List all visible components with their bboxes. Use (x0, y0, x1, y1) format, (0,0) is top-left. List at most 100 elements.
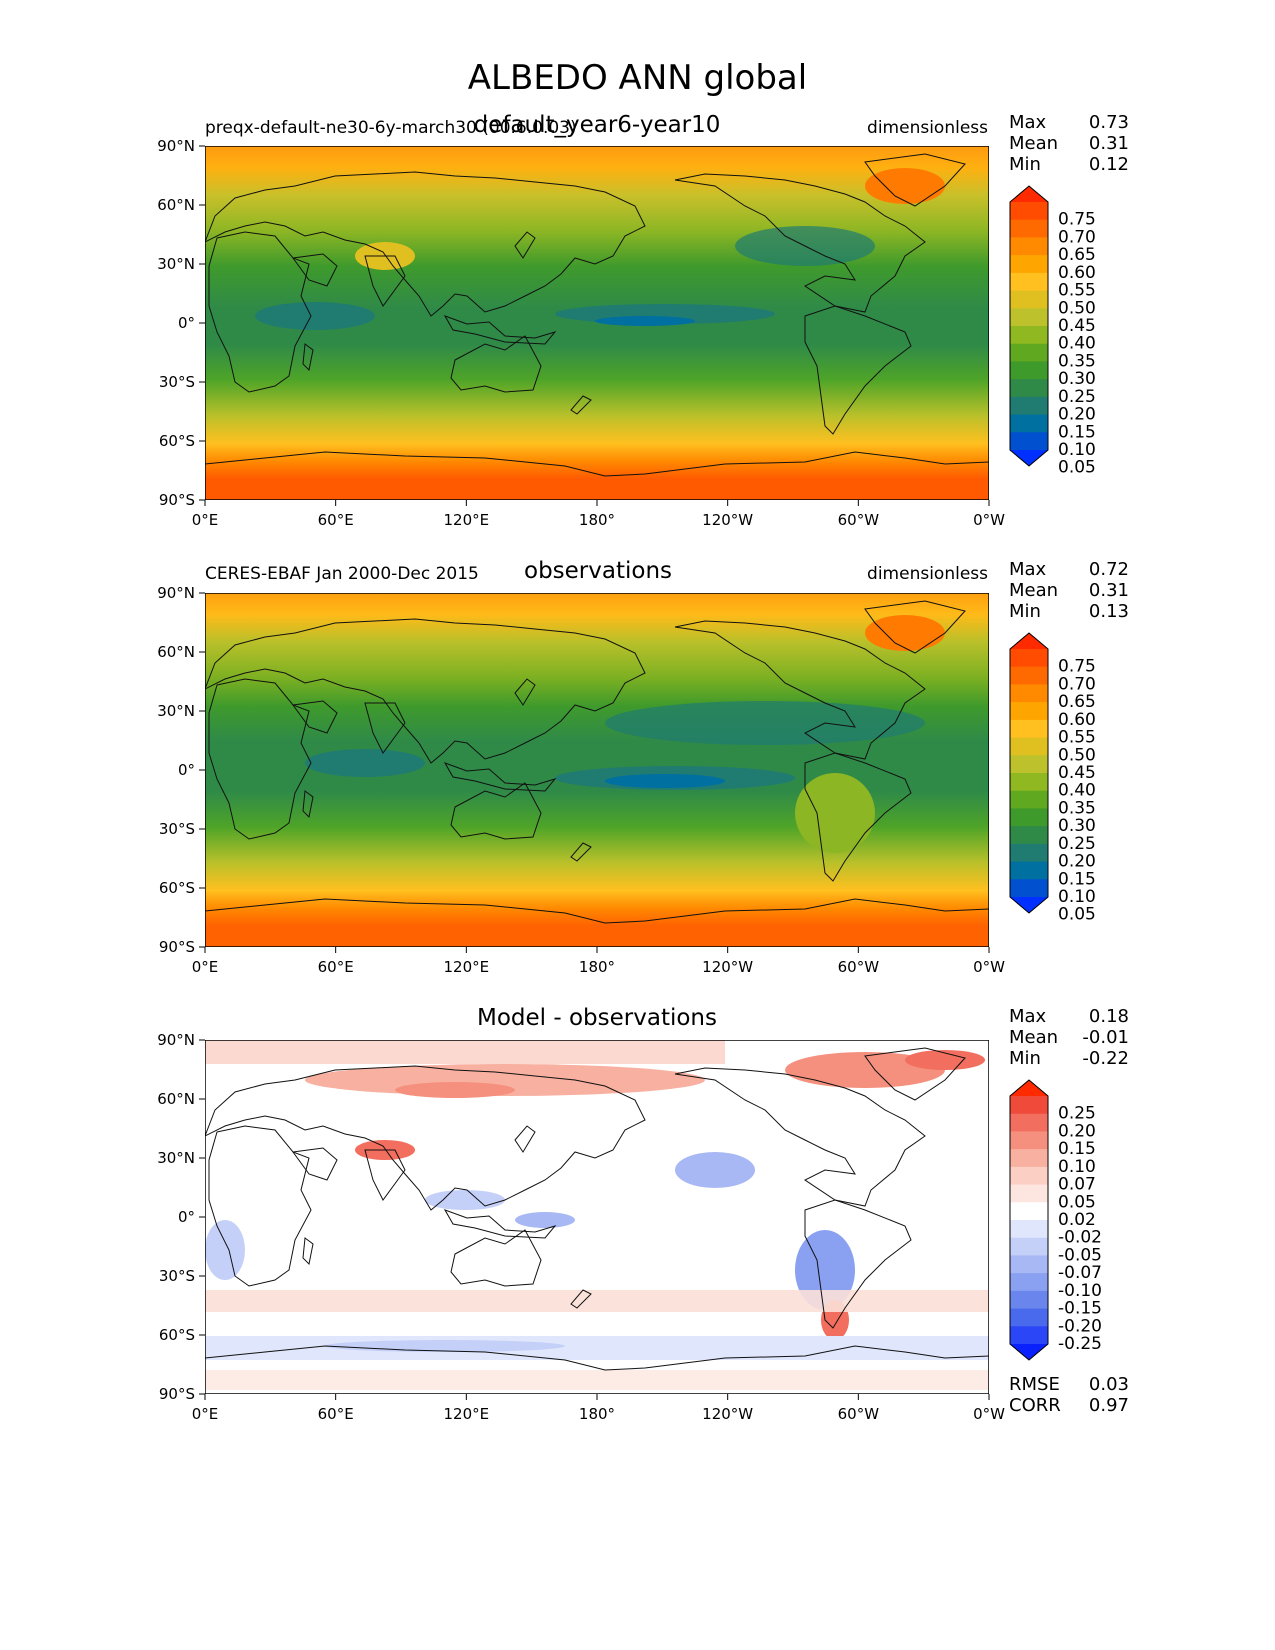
lon-tick-label: 0°W (973, 1405, 1005, 1423)
lon-tick-label: 120°W (702, 511, 753, 529)
colorbar-tick-label: -0.07 (1058, 1263, 1102, 1283)
lat-tick-label: 30°N (157, 702, 195, 720)
colorbar-tick-label: 0.20 (1058, 1121, 1096, 1141)
colorbar-band (1010, 1237, 1048, 1256)
panel-2-title: observations (524, 558, 673, 584)
stat-value: -0.01 (1082, 1027, 1129, 1048)
lon-tick-label: 60°E (318, 958, 354, 976)
stat-label: Max (1009, 112, 1047, 133)
colorbar-tick-label: 0.05 (1058, 905, 1096, 925)
colorbar-panel-3: 0.250.200.150.100.070.050.02-0.02-0.05-0… (1009, 1079, 1102, 1361)
colorbar-tick-label: -0.02 (1058, 1228, 1102, 1248)
lon-tick-label: 120°E (444, 511, 490, 529)
lat-tick-label: 60°S (159, 432, 195, 450)
lon-tick-label: 0°E (192, 1405, 219, 1423)
colorbar-tick-label: 0.45 (1058, 316, 1096, 336)
colorbar-band (1010, 432, 1048, 451)
lat-tick-label: 0° (178, 1208, 195, 1226)
colorbar-band (1010, 326, 1048, 345)
colorbar-tick-label: 0.35 (1058, 798, 1096, 818)
colorbar-panel-1: 0.750.700.650.600.550.500.450.400.350.30… (1009, 185, 1096, 478)
panel-1-title: default_year6-year10 (473, 112, 721, 138)
stat-label: Min (1009, 601, 1041, 622)
lat-tick-label: 60°N (157, 643, 195, 661)
lon-tick-label: 60°E (318, 511, 354, 529)
colorbar-tick-label: 0.60 (1058, 710, 1096, 730)
lon-tick-label: 120°E (444, 958, 490, 976)
colorbar-band (1010, 343, 1048, 362)
colorbar-band (1010, 666, 1048, 685)
lat-tick-label: 60°N (157, 196, 195, 214)
panel-1-left-label: preqx-default-ne30-6y-march30 (00.6.0.03… (205, 118, 577, 138)
corr-value: 0.97 (1088, 1395, 1129, 1416)
lat-tick-label: 90°N (157, 1031, 195, 1049)
stat-label: Mean (1009, 133, 1059, 154)
stat-label: Mean (1009, 1027, 1059, 1048)
lat-tick-label: 60°S (159, 1326, 195, 1344)
lat-tick-label: 30°S (159, 1267, 195, 1285)
panel-1-map (205, 146, 989, 500)
colorbar-tick-label: -0.10 (1058, 1281, 1102, 1301)
stat-label: Mean (1009, 580, 1059, 601)
stat-value: 0.73 (1088, 112, 1129, 133)
lon-tick-label: 0°W (973, 958, 1005, 976)
stat-value: 0.18 (1088, 1006, 1129, 1027)
stat-value: 0.12 (1088, 154, 1129, 175)
lon-tick-label: 0°E (192, 511, 219, 529)
colorbar-band (1010, 790, 1048, 809)
axes-layer: 90°N 60°N 30°N 0° 30°S 60°S 90°S 0°E 60°E 120°E 18… (157, 137, 1005, 1423)
colorbar-band (1010, 1273, 1048, 1292)
colorbar-extend-min (1010, 1344, 1048, 1360)
colorbar-panel-2: 0.750.700.650.600.550.500.450.400.350.30… (1009, 632, 1096, 925)
colorbar-extend-min (1010, 450, 1048, 466)
colorbar-tick-label: 0.20 (1058, 405, 1096, 425)
colorbar-band (1010, 879, 1048, 898)
colorbar-tick-label: 0.10 (1058, 440, 1096, 460)
colorbar-tick-label: 0.65 (1058, 245, 1096, 265)
colorbar-tick-label: 0.40 (1058, 334, 1096, 354)
colorbar-band (1010, 1202, 1048, 1221)
lon-tick-label: 180° (579, 511, 615, 529)
stat-value: 0.31 (1088, 133, 1129, 154)
panel-2-units: dimensionless (867, 564, 988, 584)
colorbar-band (1010, 219, 1048, 238)
colorbar-extend-max (1010, 186, 1048, 202)
colorbar-band (1010, 272, 1048, 292)
panel-2-map (205, 593, 989, 947)
lon-tick-label: 180° (579, 1405, 615, 1423)
lon-tick-label: 120°E (444, 1405, 490, 1423)
colorbar-tick-label: 0.30 (1058, 816, 1096, 836)
colorbar-band (1010, 737, 1048, 756)
lat-tick-label: 90°S (159, 1385, 195, 1403)
colorbar-tick-label: 0.15 (1058, 869, 1096, 889)
lon-tick-label: 180° (579, 958, 615, 976)
colorbar-band (1010, 702, 1048, 721)
colorbar-band (1010, 1326, 1048, 1345)
colorbar-band (1010, 1113, 1048, 1132)
colorbar-tick-label: 0.65 (1058, 692, 1096, 712)
panel-1-units: dimensionless (867, 118, 988, 138)
lon-tick-label: 60°W (838, 1405, 880, 1423)
stat-label: Max (1009, 559, 1047, 580)
colorbar-band (1010, 826, 1048, 845)
stat-label: Min (1009, 154, 1041, 175)
colorbar-band (1010, 414, 1048, 433)
colorbar-tick-label: 0.20 (1058, 852, 1096, 872)
colorbar-band (1010, 773, 1048, 792)
colorbar-band (1010, 719, 1048, 739)
figure-title: ALBEDO ANN global (467, 58, 808, 98)
colorbar-extend-max (1010, 633, 1048, 649)
colorbar-band (1010, 1220, 1048, 1239)
colorbar-tick-label: 0.05 (1058, 458, 1096, 478)
colorbar-tick-label: 0.75 (1058, 657, 1096, 677)
colorbar-tick-label: 0.25 (1058, 834, 1096, 854)
stat-value: -0.22 (1082, 1048, 1129, 1069)
colorbar-band (1010, 808, 1048, 827)
colorbar-tick-label: -0.20 (1058, 1316, 1102, 1336)
colorbar-band (1010, 755, 1048, 774)
stat-value: 0.31 (1088, 580, 1129, 601)
lon-tick-label: 120°W (702, 958, 753, 976)
lon-tick-label: 60°E (318, 1405, 354, 1423)
colorbar-band (1010, 255, 1048, 274)
